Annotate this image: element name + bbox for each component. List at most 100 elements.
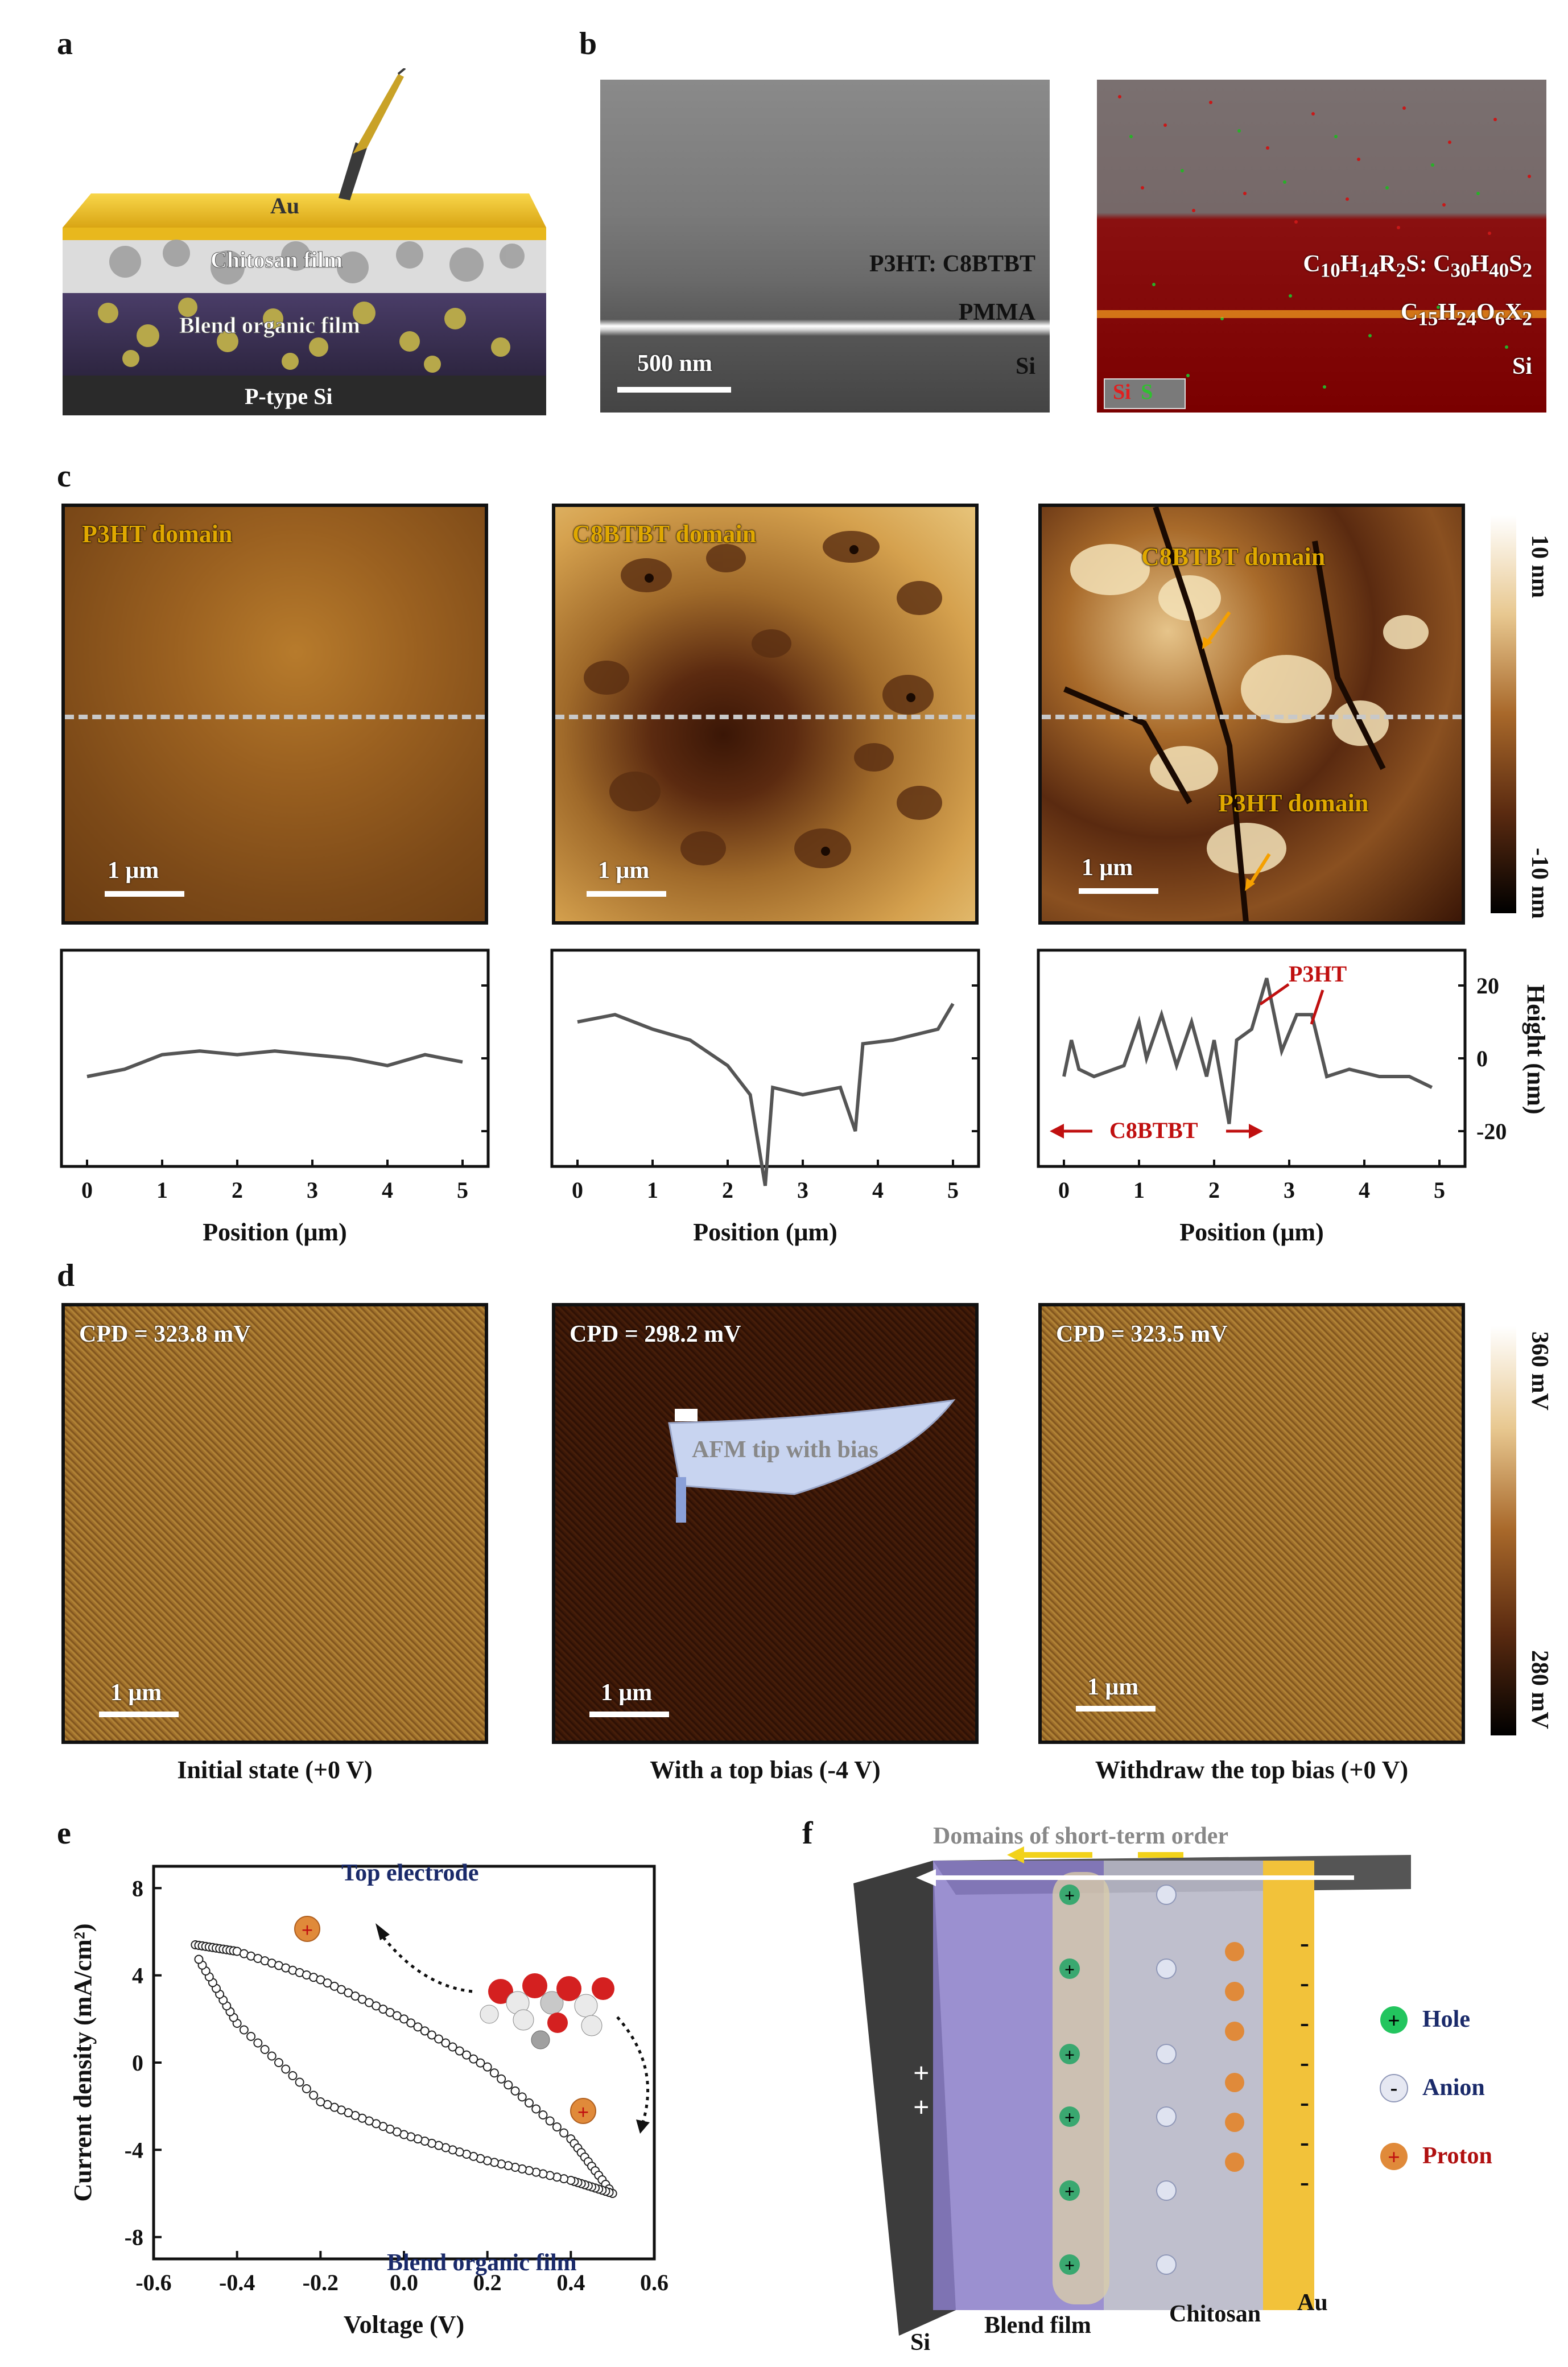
- svg-text:+: +: [1064, 2255, 1075, 2275]
- kpfm-image-bias: CPD = 298.2 mV AFM tip with bias 1 μm: [552, 1303, 979, 1744]
- afm-tip-illustration: [668, 1399, 956, 1523]
- kpfm-caption-3: Withdraw the top bias (+0 V): [1095, 1756, 1409, 1784]
- sem-label-si: Si: [1015, 353, 1035, 380]
- svg-text:+: +: [1388, 2009, 1400, 2033]
- afm-blend-features: [1063, 507, 1429, 921]
- p3ht-arrow-2: [1310, 989, 1324, 1025]
- svg-text:+: +: [1064, 2107, 1075, 2127]
- panel-label-b: b: [579, 26, 597, 61]
- iv-chart: -0.6 -0.4 -0.2 0.0 0.2 0.4 0.6 8 4 0 -4 -8 Voltage (…: [69, 1860, 669, 2339]
- profile-line-2: [577, 1003, 955, 1186]
- arrow-down: [616, 2016, 650, 2123]
- iv-point: [525, 2098, 534, 2108]
- iv-point: [462, 2050, 471, 2060]
- profile-annotation-c8btbt: C8BTBT: [1109, 1117, 1198, 1143]
- iv-ytick-label: 8: [132, 1875, 143, 1901]
- afm-scale-bar-1: [105, 891, 184, 897]
- iv-point: [239, 2025, 249, 2035]
- profile-xtick-label: 1: [647, 1177, 658, 1203]
- profile-xtick-label: 5: [947, 1177, 959, 1203]
- svg-text:+: +: [1064, 1959, 1075, 1980]
- afm-pores: [584, 531, 942, 868]
- iv-xtick-label: -0.2: [303, 2270, 339, 2295]
- iv-point: [545, 2116, 555, 2126]
- profile-xtick-label: 5: [457, 1177, 468, 1203]
- blend-label: Blend organic film: [179, 312, 360, 338]
- profile-xtick-label: 0: [572, 1177, 583, 1203]
- iv-point: [552, 2122, 562, 2132]
- eds-legend: Si S: [1104, 378, 1186, 409]
- svg-text:-: -: [1300, 1968, 1309, 1998]
- colorbar-cpd: [1491, 1326, 1516, 1735]
- profile-xtick-label: 2: [722, 1177, 733, 1203]
- iv-point: [448, 2042, 457, 2052]
- iv-point: [253, 2038, 263, 2048]
- kpfm-scale-label-3: 1 μm: [1087, 1674, 1139, 1700]
- legend-hole: + Hole: [1380, 2006, 1470, 2034]
- probe-tip: [339, 142, 367, 200]
- height-profile-charts: 0 1 2 3 4 5 Position (μm) 0 1 2 3 4 5 Position (μm) 0 1…: [60, 949, 1550, 1246]
- svg-text:-: -: [1300, 2047, 1309, 2077]
- profile-xtick-label: 4: [872, 1177, 884, 1203]
- profile-xtick-label: 3: [307, 1177, 318, 1203]
- iv-point: [413, 2022, 423, 2032]
- profile-annotation-p3ht: P3HT: [1289, 961, 1347, 987]
- afm-label-c8btbt: C8BTBT domain: [572, 520, 757, 548]
- svg-text:Proton: Proton: [1422, 2143, 1492, 2169]
- sem-scale-label: 500 nm: [637, 350, 712, 377]
- kpfm-scale-bar-3: [1076, 1706, 1156, 1712]
- kpfm-scale-bar-1: [99, 1712, 179, 1717]
- iv-point: [497, 2074, 506, 2084]
- si-label: P-type Si: [245, 383, 332, 409]
- molecule-illustration: [480, 1973, 614, 2050]
- kpfm-cpd-2: CPD = 298.2 mV: [570, 1321, 741, 1347]
- device-stack-svg: Au Chitosan film Blend organic film P-ty…: [63, 67, 546, 415]
- profile-xtick-label: 5: [1434, 1177, 1445, 1203]
- iv-point: [538, 2110, 548, 2119]
- afm-label-p3ht: P3HT domain: [82, 520, 233, 548]
- label-si: Si: [910, 2329, 930, 2356]
- iv-point: [267, 2051, 277, 2061]
- top-electrode-label: Top electrode: [341, 1860, 478, 1886]
- svg-text:+: +: [302, 1919, 313, 1941]
- iv-ytick-label: -8: [125, 2225, 143, 2250]
- blend-organic-label: Blend organic film: [387, 2250, 577, 2276]
- svg-text:-: -: [1300, 2087, 1309, 2117]
- iv-point: [504, 2080, 513, 2090]
- kpfm-image-initial: CPD = 323.8 mV 1 μm: [61, 1303, 488, 1744]
- iv-point: [316, 2097, 325, 2106]
- kpfm-scale-label-2: 1 μm: [601, 1680, 653, 1706]
- colorbar-height-top: 10 nm: [1526, 535, 1553, 598]
- charge-schematic: + + + + + + + + - - - - - - -: [842, 1821, 1559, 2356]
- svg-text:-: -: [1300, 2127, 1309, 2157]
- si-slab: [853, 1861, 956, 2336]
- iv-point: [482, 2062, 492, 2072]
- svg-text:+: +: [1064, 1885, 1075, 1906]
- label-au: Au: [1297, 2290, 1328, 2316]
- profile-xtick-label: 3: [797, 1177, 808, 1203]
- si-charge-1: +: [913, 2057, 930, 2089]
- profile-frame-2: [550, 949, 980, 1168]
- colorbar-height-bottom: -10 nm: [1526, 848, 1553, 919]
- profile-xlabel-2: Position (μm): [693, 1218, 837, 1246]
- iv-point: [531, 2104, 541, 2114]
- iv-point: [420, 2026, 430, 2036]
- chitosan-label: Chitosan film: [211, 247, 343, 273]
- iv-point: [510, 2086, 520, 2096]
- charge-schematic-svg: + + + + + + + + - - - - - - -: [853, 1823, 1492, 2356]
- profile-frame-1: [60, 949, 490, 1168]
- svg-text:-: -: [1300, 1928, 1309, 1958]
- profile-line-3: [1062, 978, 1433, 1124]
- iv-ytick-label: -4: [125, 2137, 143, 2163]
- iv-point: [288, 2071, 298, 2080]
- profile-xtick-label: 2: [1208, 1177, 1220, 1203]
- au-region: [1263, 1861, 1314, 2310]
- iv-point: [194, 1954, 204, 1964]
- svg-text:+: +: [1064, 2181, 1075, 2201]
- si-charge-2: +: [913, 2091, 930, 2123]
- afm-label-blend-bottom: P3HT domain: [1218, 789, 1369, 817]
- c8btbt-arrowhead-right: [1249, 1124, 1263, 1139]
- iv-point: [406, 2018, 416, 2028]
- panel-label-d: d: [57, 1258, 75, 1293]
- iv-point: [427, 2030, 436, 2040]
